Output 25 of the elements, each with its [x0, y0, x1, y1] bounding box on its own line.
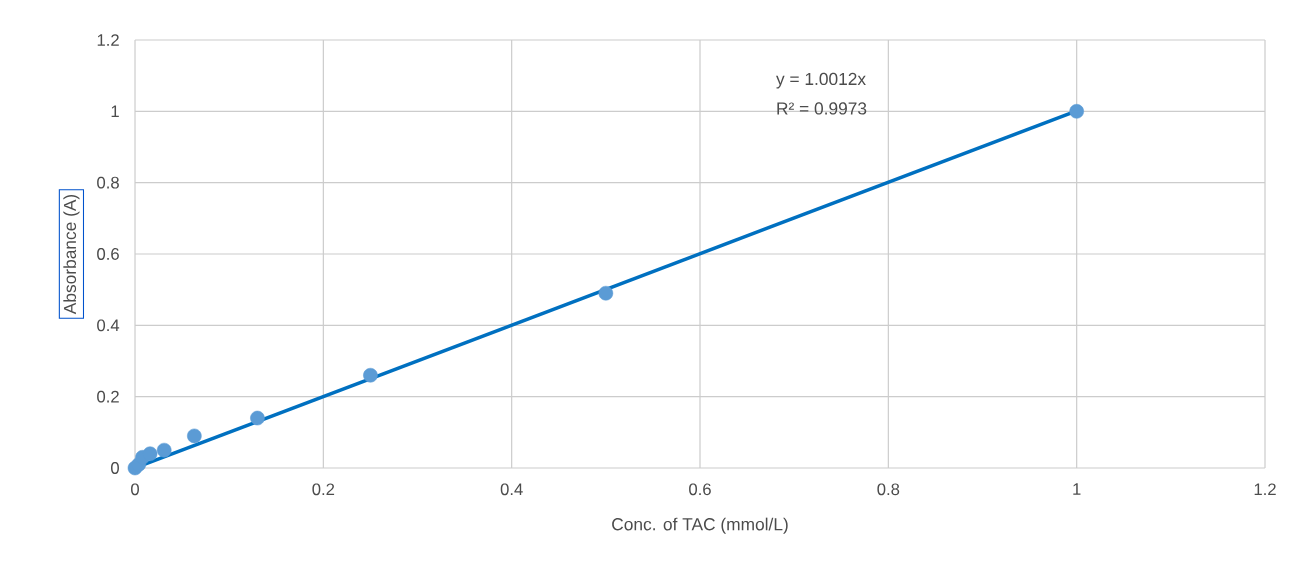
y-tick-label: 1.2	[97, 34, 119, 46]
x-tick-label: 0	[131, 483, 139, 496]
point	[156, 442, 172, 458]
point	[598, 285, 614, 301]
x-tick-label: 0.8	[877, 483, 900, 496]
point	[187, 428, 202, 444]
point	[250, 410, 265, 426]
point	[363, 367, 378, 383]
y-axis-title: Absorbance (A)	[63, 194, 80, 315]
x-tick-label: 0.2	[312, 483, 335, 496]
y-tick-label: 0.8	[97, 176, 119, 189]
x-tick-label: 0.4	[500, 483, 523, 496]
x-tick-label: 0.6	[689, 483, 711, 496]
annotation: y = 1.0012x	[776, 72, 866, 89]
y-tick-label: 1	[111, 105, 119, 118]
x-tick-label: 1	[1073, 483, 1081, 495]
annotation: R² = 0.9973	[777, 102, 867, 115]
y-tick-label: 0	[111, 462, 119, 474]
point	[1069, 104, 1084, 119]
y-tick-label: 0.2	[97, 390, 119, 403]
point	[142, 446, 158, 461]
x-axis-title: Conc. of TAC (mmol/L)	[612, 517, 788, 534]
x-tick-label: 1.2	[1254, 483, 1276, 495]
y-tick-label: 0.6	[97, 248, 119, 260]
y-tick-label: 0.4	[97, 319, 120, 332]
